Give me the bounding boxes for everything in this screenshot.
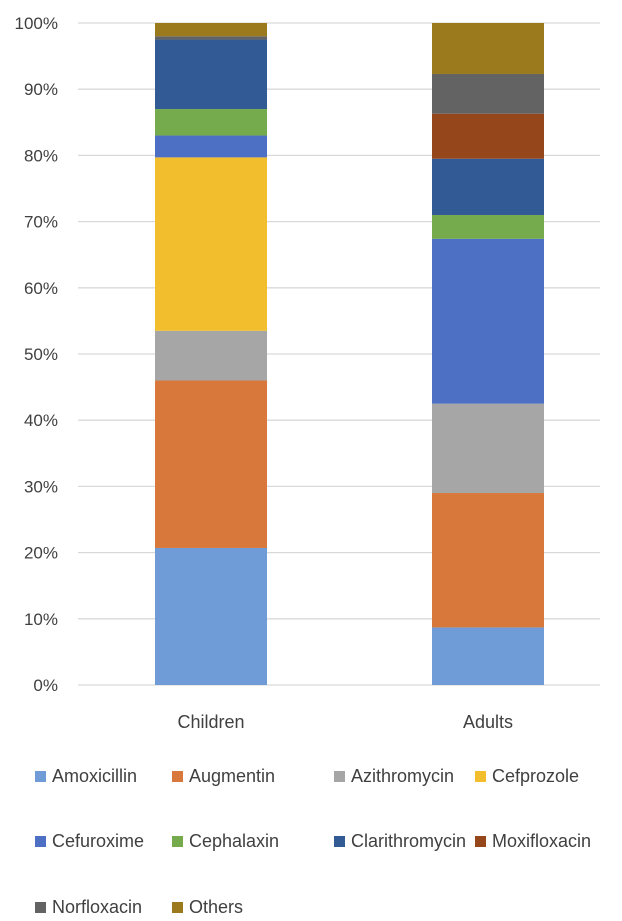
bar-segment-cephalaxin-children (155, 109, 267, 136)
y-tick-label: 30% (24, 477, 58, 496)
bar-segment-cefuroxime-children (155, 135, 267, 158)
y-tick-label: 100% (15, 14, 58, 33)
bar-segment-clarithromycin-children (155, 39, 267, 110)
bar-segment-amoxicillin-adults (432, 627, 544, 685)
y-tick-label: 50% (24, 345, 58, 364)
bar-segment-others-adults (432, 23, 544, 74)
y-tick-label: 0% (33, 676, 58, 695)
bar-segment-azithromycin-children (155, 330, 267, 381)
legend-label-cefuroxime: Cefuroxime (52, 831, 144, 851)
legend-label-norfloxacin: Norfloxacin (52, 897, 142, 917)
bar-segment-augmentin-children (155, 380, 267, 548)
bar-segment-cephalaxin-adults (432, 214, 544, 239)
legend-swatch-clarithromycin (334, 836, 345, 847)
bar-segment-norfloxacin-children (155, 36, 267, 40)
legend-label-cefprozole: Cefprozole (492, 766, 579, 786)
legend-label-others: Others (189, 897, 243, 917)
bar-segment-azithromycin-adults (432, 403, 544, 494)
bar-segment-norfloxacin-adults (432, 73, 544, 114)
x-category-label: Children (177, 712, 244, 732)
legend-label-clarithromycin: Clarithromycin (351, 831, 466, 851)
legend-swatch-azithromycin (334, 771, 345, 782)
bar-segment-clarithromycin-adults (432, 158, 544, 215)
legend: Amoxicillin Augmentin Azithromycin Cefprozo… (35, 766, 591, 917)
legend-label-azithromycin: Azithromycin (351, 766, 454, 786)
legend-label-moxifloxacin: Moxifloxacin (492, 831, 591, 851)
bars (155, 23, 544, 685)
y-tick-label: 90% (24, 80, 58, 99)
legend-swatch-augmentin (172, 771, 183, 782)
legend-swatch-others (172, 902, 183, 913)
y-tick-label: 10% (24, 610, 58, 629)
legend-swatch-cefuroxime (35, 836, 46, 847)
legend-label-cephalaxin: Cephalaxin (189, 831, 279, 851)
y-tick-label: 70% (24, 213, 58, 232)
bar-segment-cefprozole-children (155, 157, 267, 331)
bar-segment-cefuroxime-adults (432, 238, 544, 404)
legend-swatch-amoxicillin (35, 771, 46, 782)
legend-swatch-norfloxacin (35, 902, 46, 913)
y-tick-label: 80% (24, 146, 58, 165)
bar-segment-others-children (155, 23, 267, 37)
legend-label-amoxicillin: Amoxicillin (52, 766, 137, 786)
y-tick-label: 40% (24, 411, 58, 430)
legend-swatch-moxifloxacin (475, 836, 486, 847)
y-tick-label: 20% (24, 544, 58, 563)
legend-swatch-cefprozole (475, 771, 486, 782)
legend-swatch-cephalaxin (172, 836, 183, 847)
x-axis-category-labels: Children Adults (177, 712, 513, 732)
y-axis-tick-labels: 0% 10% 20% 30% 40% 50% 60% 70% 80% 90% 100% (15, 14, 58, 695)
x-category-label: Adults (463, 712, 513, 732)
legend-label-augmentin: Augmentin (189, 766, 275, 786)
bar-segment-augmentin-adults (432, 493, 544, 628)
bar-segment-moxifloxacin-adults (432, 113, 544, 159)
y-tick-label: 60% (24, 279, 58, 298)
bar-segment-amoxicillin-children (155, 547, 267, 685)
